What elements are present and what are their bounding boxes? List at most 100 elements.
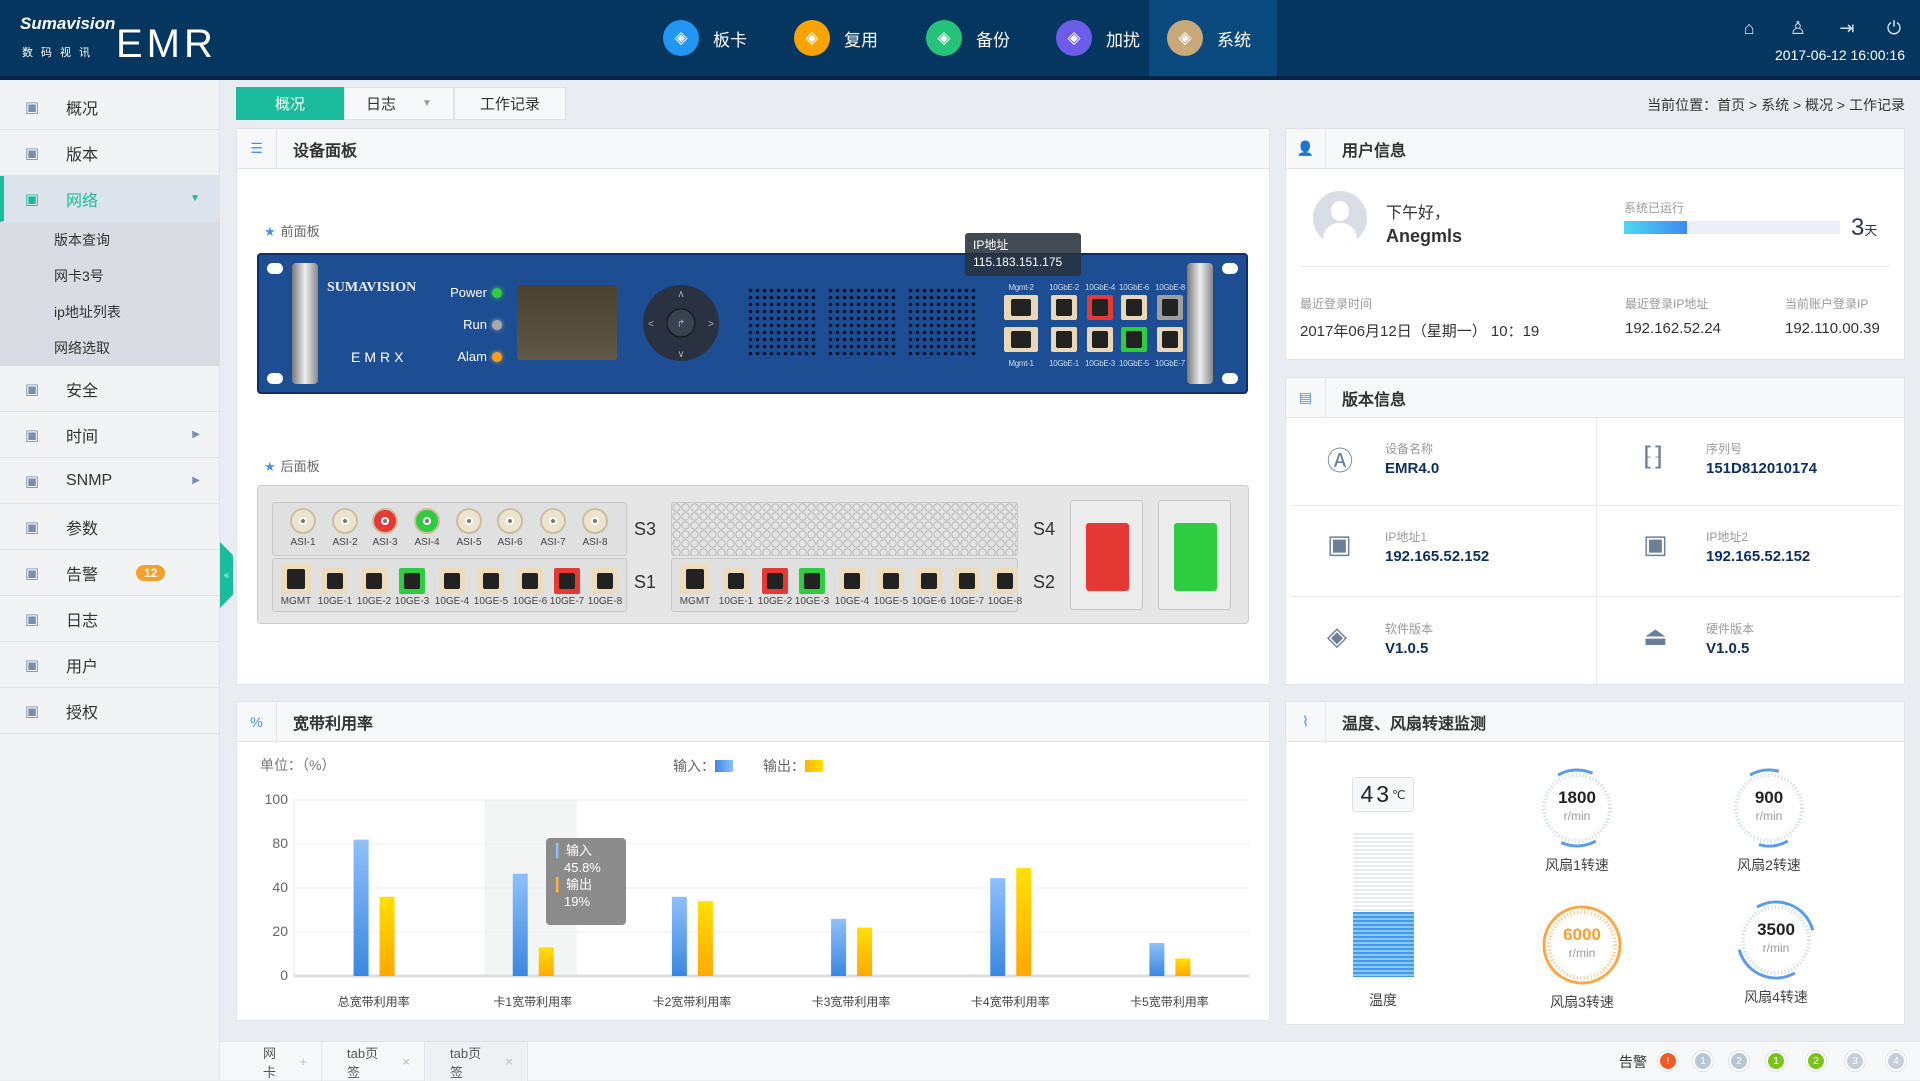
ethernet-port[interactable] — [361, 568, 387, 594]
dpad-control[interactable]: ∧ ∨ < > ↱ — [641, 283, 721, 363]
port-label: 10GE-6 — [911, 596, 947, 607]
nav-label: 备份 — [976, 30, 1010, 50]
asi-connector[interactable] — [332, 508, 358, 534]
ethernet-port[interactable] — [723, 568, 749, 594]
nav-boards[interactable]: ◈ 板卡 — [645, 0, 765, 76]
ethernet-port[interactable] — [478, 568, 504, 594]
ethernet-port[interactable] — [1157, 327, 1183, 352]
y-tick-label: 100 — [264, 791, 288, 807]
alarm-level-indicator[interactable]: 1 — [1768, 1053, 1784, 1069]
alarm-level-indicator[interactable]: 1 — [1695, 1053, 1711, 1069]
ethernet-port[interactable] — [839, 568, 865, 594]
asi-connector[interactable] — [290, 508, 316, 534]
y-tick-label: 20 — [272, 923, 288, 939]
collapse-sidebar-button[interactable]: « — [220, 542, 233, 608]
sidebar-item-9[interactable]: ▣ 用户 — [0, 642, 220, 688]
home-icon[interactable]: ⌂ — [1743, 18, 1755, 38]
sidebar-subitem[interactable]: 网络选取 — [0, 330, 220, 366]
sidebar-item-3[interactable]: ▣ 安全 — [0, 366, 220, 412]
ethernet-port[interactable] — [1121, 295, 1147, 320]
ethernet-port[interactable] — [439, 568, 465, 594]
tab-log[interactable]: 日志 ▼ — [344, 87, 454, 120]
bottom-tab[interactable]: 网卡 + — [220, 1042, 322, 1081]
board-icon: ◈ — [663, 20, 699, 56]
asi-connector[interactable] — [582, 508, 608, 534]
avatar[interactable] — [1313, 191, 1367, 245]
x-tick-label: 卡1宽带利用率 — [493, 995, 573, 1009]
ethernet-port[interactable] — [1087, 295, 1113, 320]
ethernet-port[interactable] — [1157, 295, 1183, 320]
asi-connector[interactable] — [540, 508, 566, 534]
chevron-down-icon[interactable]: ▼ — [422, 98, 432, 109]
y-tick-label: 80 — [272, 835, 288, 851]
ethernet-port[interactable] — [1121, 327, 1147, 352]
ethernet-port[interactable] — [992, 568, 1018, 594]
close-icon[interactable]: × — [505, 1054, 513, 1069]
chevron-right-icon: ▶ — [192, 429, 200, 440]
nav-system[interactable]: ◈ 系统 — [1149, 0, 1277, 76]
fan-rpm-unit: r/min — [1563, 809, 1591, 823]
asi-connector[interactable] — [414, 508, 440, 534]
datetime: 2017-06-12 16:00:16 — [1775, 47, 1905, 63]
ethernet-port[interactable] — [399, 568, 425, 594]
sidebar-subitem[interactable]: 网卡3号 — [0, 258, 220, 294]
ethernet-port[interactable] — [592, 568, 618, 594]
bottom-tab[interactable]: tab页签 × — [322, 1042, 425, 1081]
ethernet-port[interactable] — [517, 568, 543, 594]
close-icon[interactable]: × — [402, 1054, 410, 1069]
logout-icon[interactable]: ⇥ — [1839, 18, 1855, 38]
nav-backup[interactable]: ◈ 备份 — [908, 0, 1028, 76]
nav-multiplex[interactable]: ◈ 复用 — [776, 0, 896, 76]
ethernet-port[interactable] — [281, 564, 311, 594]
tab-work-record[interactable]: 工作记录 — [454, 87, 566, 120]
asi-connector[interactable] — [497, 508, 523, 534]
sidebar-subitem[interactable]: 版本查询 — [0, 222, 220, 258]
front-panel-device: SUMAVISION EMRX ∧ ∨ < > ↱ Power Run Alam Mg… — [257, 253, 1248, 394]
bar-input — [990, 878, 1006, 976]
alarm-level-indicator[interactable]: 2 — [1731, 1053, 1747, 1069]
ethernet-port[interactable] — [1004, 327, 1038, 352]
asi-connector[interactable] — [456, 508, 482, 534]
ethernet-port[interactable] — [954, 568, 980, 594]
add-icon[interactable]: + — [299, 1054, 307, 1069]
ethernet-port[interactable] — [1087, 327, 1113, 352]
port-label: 10GE-5 — [473, 596, 509, 607]
ethernet-port[interactable] — [322, 568, 348, 594]
sidebar-item-5[interactable]: ▣ SNMP ▶ — [0, 458, 220, 504]
bottom-tab[interactable]: tab页签 × — [425, 1042, 528, 1081]
port-label: 10GE-2 — [757, 596, 793, 607]
ethernet-port[interactable] — [1051, 295, 1077, 320]
sidebar-item-1[interactable]: ▣ 版本 — [0, 130, 220, 176]
power-supply-2[interactable] — [1158, 500, 1231, 610]
nav-scramble[interactable]: ◈ 加扰 — [1038, 0, 1158, 76]
device-model: EMRX — [351, 349, 408, 365]
skin-shirt-icon[interactable]: ♙ — [1789, 18, 1807, 38]
ethernet-port[interactable] — [554, 568, 580, 594]
ethernet-port[interactable] — [762, 568, 788, 594]
ethernet-port[interactable] — [799, 568, 825, 594]
alarm-level-indicator[interactable]: 2 — [1808, 1053, 1824, 1069]
sidebar-subitem[interactable]: ip地址列表 — [0, 294, 220, 330]
sidebar-item-6[interactable]: ▣ 参数 — [0, 504, 220, 550]
sidebar-item-0[interactable]: ▣ 概况 — [0, 84, 220, 130]
tab-label: 日志 — [366, 96, 397, 113]
alarm-level-indicator[interactable]: 3 — [1847, 1053, 1863, 1069]
power-supply-1[interactable] — [1070, 500, 1143, 610]
ethernet-port[interactable] — [916, 568, 942, 594]
sidebar-item-2[interactable]: ▣ 网络 ▼ — [0, 176, 220, 222]
alarm-level-indicator[interactable]: 4 — [1888, 1053, 1904, 1069]
ethernet-port[interactable] — [680, 564, 710, 594]
tab-overview[interactable]: 概况 — [236, 87, 344, 120]
sidebar-item-10[interactable]: ▣ 授权 — [0, 688, 220, 734]
ethernet-port[interactable] — [878, 568, 904, 594]
asi-connector[interactable] — [372, 508, 398, 534]
sidebar-item-7[interactable]: ▣ 告警 12 — [0, 550, 220, 596]
temperature-bar — [1353, 833, 1414, 977]
ethernet-port[interactable] — [1051, 327, 1077, 352]
power-icon[interactable]: ⏻ — [1886, 18, 1902, 38]
sidebar-item-4[interactable]: ▣ 时间 ▶ — [0, 412, 220, 458]
port-label: 10GbE-1 — [1049, 359, 1079, 368]
alarm-level-indicator[interactable]: ! — [1660, 1053, 1676, 1069]
ethernet-port[interactable] — [1004, 295, 1038, 320]
sidebar-item-8[interactable]: ▣ 日志 — [0, 596, 220, 642]
